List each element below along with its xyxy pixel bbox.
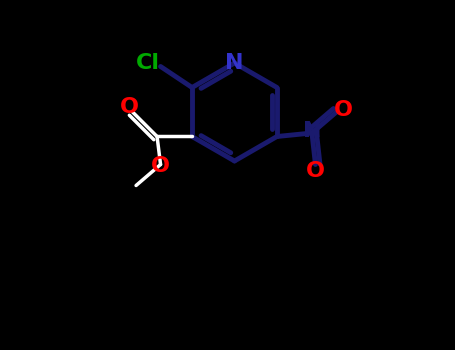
Text: O: O — [334, 100, 353, 120]
Text: O: O — [120, 97, 139, 117]
Text: O: O — [306, 161, 325, 182]
Text: N: N — [303, 121, 321, 141]
Text: Cl: Cl — [136, 53, 160, 73]
Text: N: N — [225, 53, 244, 73]
Text: O: O — [151, 156, 170, 176]
